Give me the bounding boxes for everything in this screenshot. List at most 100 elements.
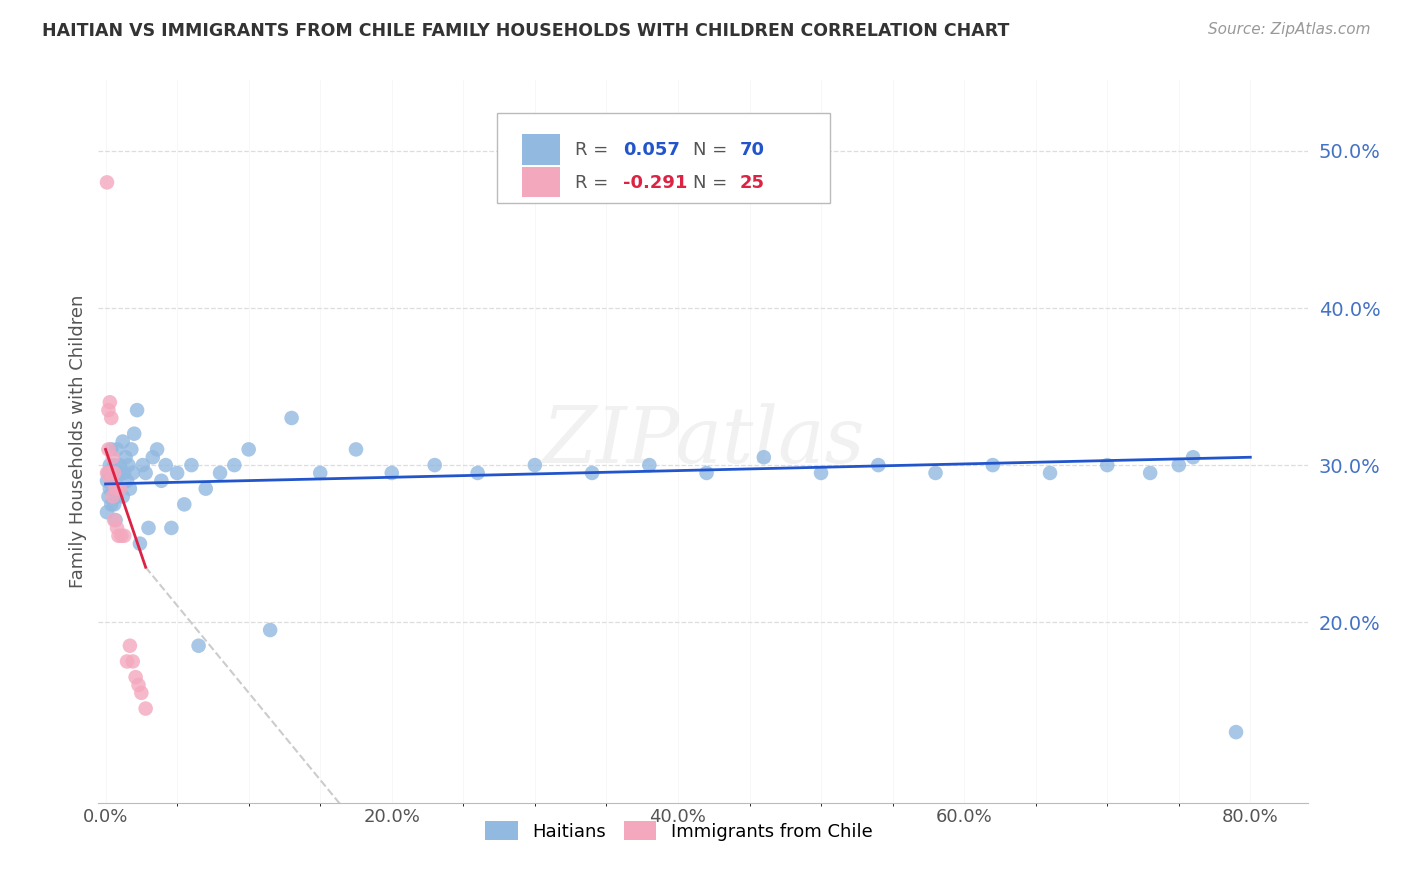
Point: [103, 513, 125, 527]
Point: [96, 466, 118, 480]
Point: [924, 466, 946, 480]
Point: [107, 466, 129, 480]
Point: [105, 490, 128, 504]
Point: [101, 482, 124, 496]
Point: [160, 521, 183, 535]
Point: [98, 466, 121, 480]
Point: [118, 482, 141, 496]
Point: [142, 450, 165, 465]
Point: [96, 175, 118, 189]
Point: [104, 513, 127, 527]
Point: [105, 442, 128, 457]
Point: [581, 466, 603, 480]
Text: R =: R =: [575, 141, 614, 160]
Point: [122, 426, 145, 441]
Point: [194, 482, 217, 496]
Point: [100, 474, 122, 488]
Point: [101, 450, 124, 465]
Point: [103, 458, 125, 472]
Point: [224, 458, 246, 472]
Point: [129, 536, 152, 550]
Point: [1097, 458, 1119, 472]
Point: [1139, 466, 1161, 480]
Text: 70: 70: [740, 141, 765, 160]
Point: [97, 403, 120, 417]
Text: 25: 25: [740, 174, 765, 192]
Point: [108, 482, 131, 496]
Point: [125, 403, 148, 417]
FancyBboxPatch shape: [498, 112, 830, 203]
Point: [124, 670, 146, 684]
Point: [121, 655, 143, 669]
FancyBboxPatch shape: [522, 167, 561, 197]
Text: 0.057: 0.057: [623, 141, 681, 160]
Text: Source: ZipAtlas.com: Source: ZipAtlas.com: [1208, 22, 1371, 37]
Text: R =: R =: [575, 174, 614, 192]
Point: [110, 529, 132, 543]
Point: [110, 466, 132, 480]
Point: [180, 458, 202, 472]
Point: [105, 521, 128, 535]
FancyBboxPatch shape: [522, 135, 561, 165]
Point: [104, 482, 127, 496]
Point: [238, 442, 260, 457]
Point: [97, 442, 120, 457]
Point: [981, 458, 1004, 472]
Point: [112, 466, 135, 480]
Point: [96, 505, 118, 519]
Point: [98, 395, 121, 409]
Point: [638, 458, 661, 472]
Point: [114, 450, 136, 465]
Point: [108, 482, 131, 496]
Point: [146, 442, 169, 457]
Point: [117, 458, 139, 472]
Point: [115, 655, 138, 669]
Point: [810, 466, 832, 480]
Point: [131, 686, 153, 700]
Point: [523, 458, 546, 472]
Point: [101, 466, 124, 480]
Point: [209, 466, 232, 480]
Point: [309, 466, 332, 480]
Point: [166, 466, 188, 480]
Point: [280, 411, 302, 425]
Point: [98, 458, 121, 472]
Point: [96, 474, 118, 488]
Point: [118, 639, 141, 653]
Point: [115, 474, 138, 488]
Point: [1039, 466, 1062, 480]
Point: [1182, 450, 1205, 465]
Point: [187, 639, 209, 653]
Point: [100, 497, 122, 511]
Point: [150, 474, 173, 488]
Point: [97, 490, 120, 504]
Point: [100, 442, 122, 457]
Point: [111, 434, 134, 449]
Point: [111, 490, 134, 504]
Point: [103, 497, 125, 511]
Point: [138, 521, 160, 535]
Point: [868, 458, 890, 472]
Point: [98, 482, 121, 496]
Point: [107, 529, 129, 543]
Y-axis label: Family Households with Children: Family Households with Children: [69, 295, 87, 588]
Point: [1167, 458, 1189, 472]
Point: [100, 411, 122, 425]
Text: -0.291: -0.291: [623, 174, 688, 192]
Text: ZIPatlas: ZIPatlas: [541, 403, 865, 480]
Point: [1225, 725, 1247, 739]
Point: [101, 490, 124, 504]
Point: [173, 497, 195, 511]
Point: [135, 466, 157, 480]
Point: [127, 678, 149, 692]
Point: [344, 442, 367, 457]
Point: [696, 466, 718, 480]
Point: [259, 623, 281, 637]
Point: [135, 701, 157, 715]
Point: [467, 466, 489, 480]
Point: [104, 474, 127, 488]
Point: [132, 458, 155, 472]
Point: [103, 466, 125, 480]
Point: [120, 442, 142, 457]
Legend: Haitians, Immigrants from Chile: Haitians, Immigrants from Chile: [478, 814, 880, 848]
